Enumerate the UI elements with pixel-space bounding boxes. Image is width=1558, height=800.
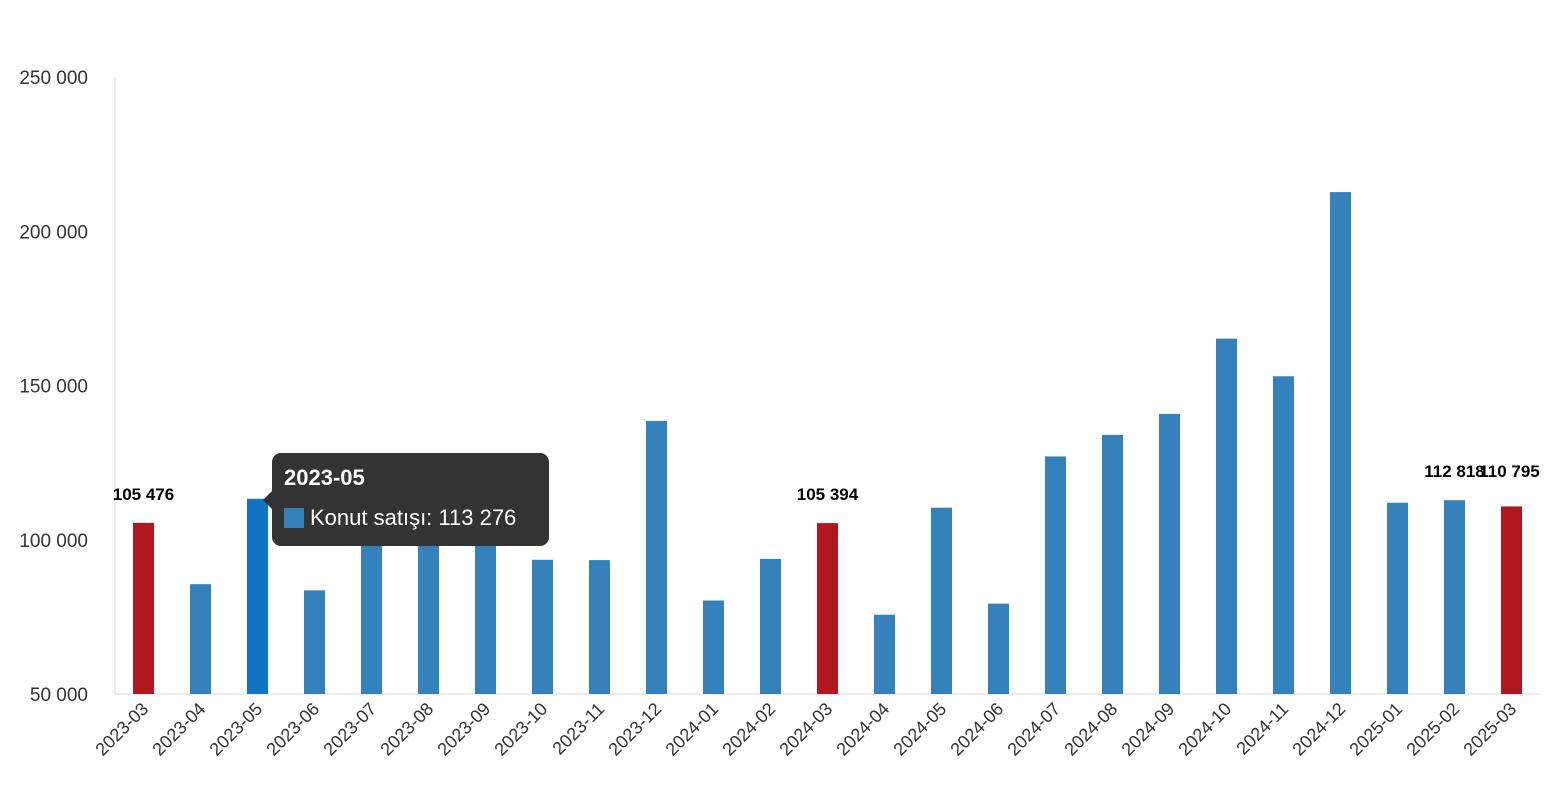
x-tick-label: 2023-03 [91,699,152,760]
x-tick-label: 2024-12 [1288,699,1349,760]
x-tick-label: 2025-01 [1345,699,1406,760]
bar-2024-10[interactable] [1216,338,1237,694]
y-axis-labels: 50 000 100 000 150 000 200 000 250 000 [19,68,88,706]
bar-2025-02[interactable] [1444,500,1465,694]
x-tick-label: 2023-06 [262,699,323,760]
x-tick-label: 2024-09 [1117,699,1178,760]
bar-2023-11[interactable] [589,560,610,694]
y-tick-label: 200 000 [19,222,88,243]
bar-2023-07[interactable] [361,525,382,694]
bar-2024-12[interactable] [1330,192,1351,694]
data-label: 110 795 [1479,462,1540,481]
x-tick-label: 2023-12 [604,699,665,760]
bar-2023-03[interactable] [133,522,154,694]
x-tick-label: 2023-07 [319,699,380,760]
y-tick-label: 50 000 [30,685,88,706]
bar-2023-05[interactable] [247,498,268,694]
tooltip: 2023-05 Konut satışı: 113 276 [263,453,549,546]
bar-2024-06[interactable] [988,603,1009,694]
x-tick-label: 2025-02 [1402,699,1463,760]
x-tick-label: 2025-03 [1459,699,1520,760]
x-tick-label: 2024-08 [1060,699,1121,760]
x-tick-label: 2024-06 [946,699,1007,760]
bar-2024-08[interactable] [1102,434,1123,694]
tooltip-text: Konut satışı: 113 276 [310,505,517,530]
bar-2023-09[interactable] [475,530,496,694]
x-tick-label: 2024-10 [1174,699,1235,760]
bar-2025-01[interactable] [1387,502,1408,694]
x-tick-label: 2023-05 [205,699,266,760]
bar-2025-03[interactable] [1501,506,1522,694]
data-label: 112 818 [1424,462,1485,481]
x-axis-labels: 2023-032023-042023-052023-062023-072023-… [91,699,1520,760]
y-tick-label: 100 000 [19,531,88,552]
x-tick-label: 2024-11 [1232,699,1292,759]
x-tick-label: 2024-07 [1003,699,1064,760]
x-tick-label: 2024-03 [775,699,836,760]
tooltip-row: Konut satışı: 113 276 [284,505,516,531]
x-tick-label: 2024-04 [832,699,893,760]
x-tick-label: 2023-09 [433,699,494,760]
bar-2024-04[interactable] [874,614,895,694]
tooltip-series-swatch [284,508,304,528]
y-tick-label: 250 000 [19,68,88,89]
data-label: 105 394 [797,485,859,504]
bar-2024-02[interactable] [760,558,781,694]
x-tick-label: 2023-04 [148,699,209,760]
bar-2024-09[interactable] [1159,413,1180,694]
bar-2024-03[interactable] [817,523,838,694]
bar-2024-11[interactable] [1273,376,1294,694]
x-tick-label: 2023-10 [490,699,551,760]
tooltip-title: 2023-05 [284,465,365,490]
y-tick-label: 150 000 [19,377,88,398]
bar-2023-06[interactable] [304,590,325,694]
x-tick-label: 2024-02 [718,699,779,760]
x-tick-label: 2023-11 [548,699,608,759]
data-label: 105 476 [113,485,174,504]
bar-2023-12[interactable] [646,420,667,694]
bar-2023-10[interactable] [532,559,553,694]
bar-2024-07[interactable] [1045,456,1066,694]
x-tick-label: 2024-05 [889,699,950,760]
x-tick-label: 2024-01 [661,699,722,760]
bars [133,192,1522,694]
bar-2024-01[interactable] [703,600,724,694]
x-tick-label: 2023-08 [376,699,437,760]
bar-2023-04[interactable] [190,584,211,694]
bar-2024-05[interactable] [931,507,952,694]
